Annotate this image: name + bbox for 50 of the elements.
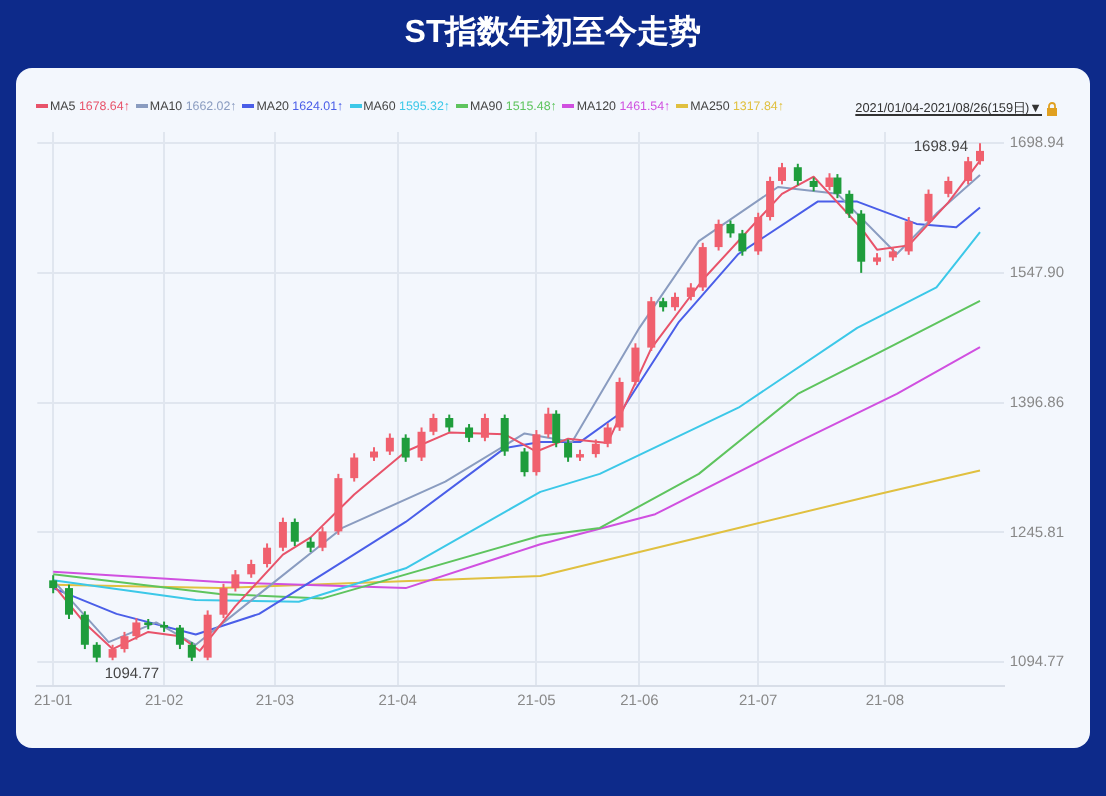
candlestick [278,516,287,553]
candlestick [219,582,228,620]
candlestick [290,517,299,547]
candlestick [698,241,707,292]
chart-title: ST指数年初至今走势 [402,12,704,54]
candlestick [465,423,474,444]
candlestick [132,617,141,641]
candlestick [754,211,763,256]
candlestick [714,218,723,252]
candlestick [976,142,985,166]
candlestick [671,291,680,312]
candlestick [231,569,240,593]
candlestick [552,409,561,449]
candlestick [766,175,775,222]
candlestick [187,641,196,663]
candlestick [92,641,101,664]
candlestick [591,438,600,459]
candlestick [500,413,509,457]
candlestick [385,432,394,456]
candlestick [65,583,74,621]
candlestick [544,406,553,439]
candlestick [777,161,786,186]
candlestick [924,188,933,226]
candlestick [203,609,212,662]
candlestick [845,189,854,219]
candlestick [480,412,489,443]
candlestick [564,438,573,463]
candlestick [49,574,58,595]
candlestick [350,452,359,483]
candlestick [793,162,802,187]
candlestick [429,412,438,437]
candlestick [318,526,327,553]
candlestick [647,295,656,353]
candlestick [263,542,272,569]
candlestick [615,376,624,432]
candlestick [904,216,913,256]
candlestick [417,426,426,462]
candlestick [175,624,184,651]
candlestick [532,429,541,477]
candlestick [944,175,953,199]
candlestick [603,422,612,449]
candlestick [80,610,89,651]
candlestick [247,558,256,579]
candlestick [964,155,973,186]
candlestick [738,228,747,257]
candlestick [631,342,640,387]
candlestick [520,447,529,478]
candlestick [401,433,410,463]
candlestick [120,630,129,654]
candlestick [833,173,842,200]
